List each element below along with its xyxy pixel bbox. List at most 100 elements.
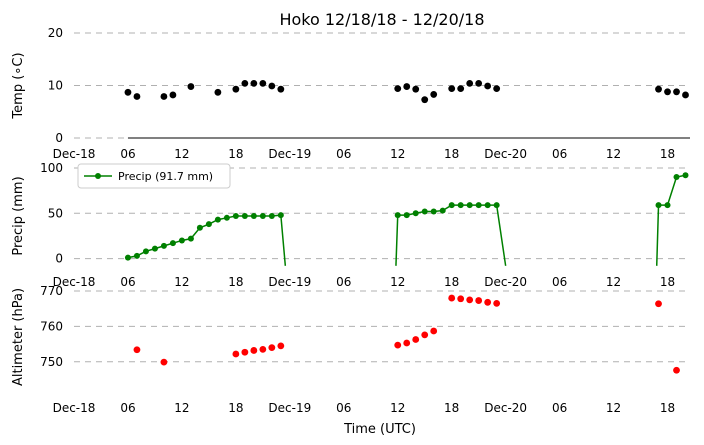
x-tick-label: Dec-20: [484, 147, 527, 161]
chart-title: Hoko 12/18/18 - 12/20/18: [279, 10, 484, 29]
x-tick-label: 18: [228, 401, 243, 415]
data-point-altimeter: [241, 348, 249, 356]
x-tick-label: Dec-19: [268, 401, 311, 415]
x-tick-label: 06: [120, 275, 135, 289]
x-tick-label: 12: [174, 275, 189, 289]
data-point-precipitation: [124, 254, 131, 261]
data-point-altimeter: [448, 294, 456, 302]
data-point-temperature: [187, 83, 195, 90]
data-point-altimeter: [268, 344, 276, 352]
data-point-precipitation: [448, 202, 455, 209]
series-temperature: [124, 80, 689, 104]
panel-altimeter: 750 760 770 Altimeter (hPa) Dec-18 06 12 18 Dec-…: [11, 284, 690, 415]
data-point-altimeter: [484, 298, 492, 306]
data-point-temperature: [277, 85, 285, 93]
data-point-temperature: [214, 88, 222, 96]
data-point-temperature: [160, 93, 168, 100]
data-point-temperature: [466, 80, 474, 87]
data-point-precipitation: [439, 207, 446, 214]
data-point-precipitation: [412, 210, 419, 217]
data-point-altimeter: [394, 341, 402, 349]
data-point-temperature: [412, 85, 420, 93]
chart-panels: 0 10 20 Temp (∘C) Dec-18 06 12 18 Dec-19 06 12 18 De…: [11, 26, 690, 415]
data-point-precipitation: [205, 221, 212, 228]
data-point-precipitation: [187, 235, 194, 242]
data-point-precipitation: [214, 216, 221, 223]
panel-precipitation: 0 50 100 Precip (mm) Dec-18 06 12 18 Dec-19 06 12 1…: [11, 161, 690, 289]
y-tick-label: 760: [40, 319, 63, 333]
series-altimeter: [133, 294, 680, 374]
data-point-temperature: [664, 88, 671, 96]
x-tick-label: Dec-19: [268, 147, 311, 161]
data-point-temperature: [403, 83, 411, 90]
data-point-precipitation: [664, 202, 671, 209]
x-tick-label: 06: [120, 147, 135, 161]
y-tick-label: 0: [55, 131, 63, 145]
data-point-altimeter: [160, 358, 168, 366]
data-point-temperature: [124, 88, 132, 96]
data-point-temperature: [655, 85, 662, 93]
y-axis-label-temperature: Temp (∘C): [11, 52, 26, 119]
y-axis-label-altimeter: Altimeter (hPa): [11, 288, 26, 386]
data-point-temperature: [421, 96, 429, 104]
data-point-temperature: [169, 91, 177, 99]
data-point-altimeter: [259, 345, 267, 353]
panel-temperature: 0 10 20 Temp (∘C) Dec-18 06 12 18 Dec-19 06 12 18 De…: [11, 26, 690, 161]
y-tick-label: 0: [55, 252, 63, 266]
x-tick-label: 18: [660, 147, 675, 161]
x-tick-label: Dec-18: [53, 147, 96, 161]
data-point-precipitation: [277, 212, 284, 219]
x-tick-label: 18: [444, 147, 459, 161]
data-point-precipitation: [232, 213, 239, 219]
data-point-temperature: [682, 91, 689, 99]
data-point-altimeter: [250, 347, 258, 354]
data-point-temperature: [430, 91, 438, 98]
data-point-temperature: [673, 88, 680, 96]
x-tick-label: 12: [174, 401, 189, 415]
y-tick-label: 750: [40, 355, 63, 369]
data-point-altimeter: [421, 331, 429, 339]
x-tick-label: 18: [660, 401, 675, 415]
data-point-precipitation: [259, 213, 266, 219]
data-point-precipitation: [169, 240, 176, 247]
x-tick-label: 18: [228, 275, 243, 289]
legend-box: [77, 163, 231, 189]
x-tick-label: Dec-18: [53, 401, 96, 415]
data-point-temperature: [259, 80, 267, 87]
legend-marker: [95, 173, 101, 179]
x-tick-label: 12: [606, 147, 621, 161]
x-tick-label: 18: [444, 275, 459, 289]
series-precipitation: [124, 172, 689, 266]
x-tick-label: 06: [552, 401, 567, 415]
legend-label: Precip (91.7 mm): [118, 170, 213, 183]
data-point-temperature: [250, 80, 258, 87]
data-point-temperature: [232, 85, 240, 93]
x-tick-label: 06: [336, 401, 351, 415]
y-tick-label: 770: [40, 284, 63, 298]
data-point-precipitation: [403, 212, 410, 219]
data-point-altimeter: [655, 300, 662, 308]
data-point-precipitation: [223, 214, 230, 221]
x-tick-label: Dec-20: [484, 275, 527, 289]
data-point-precipitation: [430, 208, 437, 215]
data-point-precipitation: [142, 248, 149, 255]
data-point-precipitation: [196, 224, 203, 231]
data-point-precipitation: [421, 208, 428, 215]
data-point-temperature: [457, 85, 465, 93]
data-point-altimeter: [466, 296, 474, 304]
x-tick-label: 12: [606, 401, 621, 415]
x-axis-label: Time (UTC): [343, 422, 416, 437]
data-point-altimeter: [277, 342, 285, 350]
data-point-altimeter: [133, 346, 141, 354]
x-tick-label: 12: [174, 147, 189, 161]
x-tick-label: 12: [390, 401, 405, 415]
data-point-precipitation: [493, 202, 500, 209]
data-point-precipitation: [160, 242, 167, 249]
data-point-precipitation: [457, 202, 464, 209]
data-point-precipitation: [673, 174, 680, 181]
data-point-temperature: [493, 85, 501, 93]
x-tick-label: 06: [336, 147, 351, 161]
x-tick-label: 12: [390, 275, 405, 289]
data-point-precipitation: [466, 202, 473, 209]
data-point-precipitation: [394, 212, 401, 219]
